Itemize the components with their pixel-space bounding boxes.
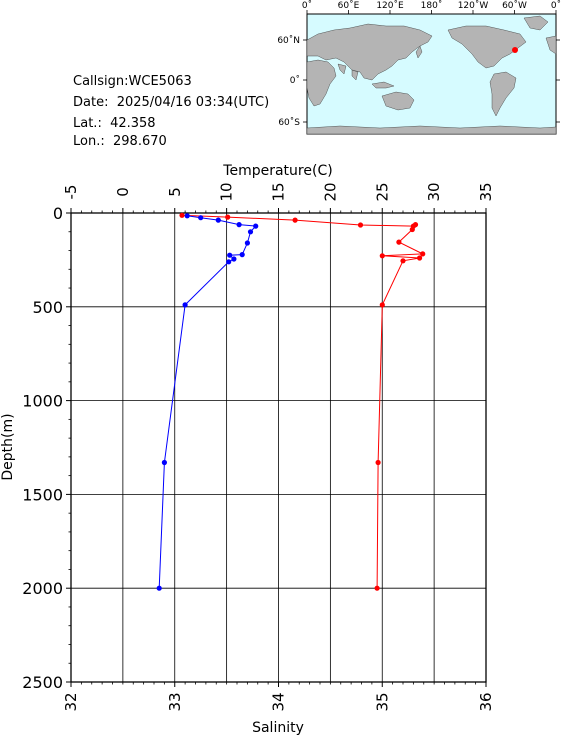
map-lon-tick-label: 0˚: [551, 0, 561, 11]
top-axis-tick-label: 10: [218, 182, 236, 201]
date-line: Date: 2025/04/16 03:34(UTC): [73, 93, 269, 112]
top-axis-tick-label: 15: [270, 182, 288, 201]
map-lon-tick-label: 60˚E: [338, 0, 360, 11]
salinity-point: [182, 302, 188, 308]
world-map: 0˚ 60˚E 120˚E 180˚ 120˚W 60˚W 0˚ 60˚N 0˚ 60˚S: [277, 0, 561, 135]
y-axis-tick-label: 0: [53, 204, 63, 223]
salinity-point: [226, 259, 232, 265]
temperature-point: [379, 302, 385, 308]
temperature-point: [409, 226, 415, 233]
salinity-point: [161, 459, 167, 466]
salinity-point: [215, 217, 221, 223]
top-axis-tick-label: 20: [321, 182, 339, 201]
temperature-point: [400, 258, 406, 264]
y-axis-tick-label: 2500: [22, 673, 63, 692]
temperature-point: [375, 459, 381, 466]
temperature-point: [396, 239, 402, 245]
salinity-point: [156, 585, 162, 591]
top-axis-tick-label: 30: [425, 182, 443, 201]
callsign-line: Callsign:WCE5063: [73, 72, 192, 91]
map-lat-tick-label: 60˚N: [277, 35, 300, 46]
top-axis-tick-label: 25: [373, 182, 391, 201]
temperature-point: [225, 214, 231, 220]
temperature-point: [420, 251, 426, 257]
y-axis-tick-label: 1500: [22, 485, 63, 504]
top-axis-tick-label: 35: [477, 182, 495, 201]
salinity-point: [236, 222, 242, 228]
bottom-axis-tick-label: 35: [373, 692, 391, 711]
bottom-axis-tick-label: 34: [270, 692, 288, 711]
date-value: 2025/04/16 03:34(UTC): [116, 95, 270, 110]
bottom-axis-tick-label: 36: [477, 692, 495, 711]
bottom-axis-tick-label: 33: [166, 692, 184, 711]
map-lon-ticks: 0˚ 60˚E 120˚E 180˚ 120˚W 60˚W 0˚: [302, 0, 561, 14]
temperature-line: [181, 214, 425, 589]
callsign-label: Callsign:: [73, 74, 129, 89]
salinity-point: [231, 256, 237, 262]
y-axis-tick-label: 1000: [22, 392, 63, 411]
salinity-point: [227, 252, 233, 258]
map-lon-tick-label: 60˚W: [502, 0, 527, 11]
salinity-point: [184, 213, 190, 219]
lon-value: 298.670: [113, 134, 167, 149]
y-axis-tick-label: 2000: [22, 579, 63, 598]
map-lon-tick-label: 180˚: [421, 0, 443, 11]
map-lon-tick-label: 0˚: [302, 0, 312, 11]
map-lon-tick-label: 120˚W: [458, 0, 489, 11]
salinity-point: [253, 223, 259, 229]
lat-value: 42.358: [110, 116, 156, 131]
salinity-point: [239, 252, 245, 258]
salinity-line: [158, 215, 257, 589]
temperature-point: [379, 253, 385, 259]
callsign-value: WCE5063: [128, 74, 192, 89]
bottom-axis-tick-label: 32: [62, 692, 80, 711]
map-lon-tick-label: 120˚E: [376, 0, 404, 11]
temperature-point: [179, 212, 185, 218]
profile-plot: -5 0 5 10 15 20 25 30 35 32 33 34 35 36 0 500 1000 1500 20…: [0, 163, 495, 736]
temperature-point: [412, 222, 419, 228]
lon-label: Lon.:: [73, 134, 105, 149]
bottom-axis-label: Salinity: [252, 720, 304, 736]
grid-lines: [70, 212, 487, 683]
map-land: [306, 15, 557, 135]
axis-ticks: -5 0 5 10 15 20 25 30 35 32 33 34 35 36 0 500 1000 1500 20…: [22, 182, 495, 711]
salinity-point: [244, 240, 250, 246]
date-label: Date:: [73, 95, 109, 110]
map-lat-ticks: 60˚N 0˚ 60˚S: [277, 35, 560, 128]
lon-line: Lon.: 298.670: [73, 132, 167, 151]
lat-line: Lat.: 42.358: [73, 114, 156, 133]
temperature-point: [374, 585, 380, 591]
series-group: [156, 212, 426, 591]
top-axis-label: Temperature(C): [222, 163, 332, 179]
y-axis-label: Depth(m): [0, 413, 16, 480]
station-marker: [512, 47, 518, 53]
y-axis-tick-label: 500: [32, 298, 63, 317]
temperature-point: [357, 222, 364, 228]
salinity-point: [198, 215, 204, 221]
map-lat-tick-label: 60˚S: [278, 117, 300, 128]
top-axis-tick-label: 0: [114, 187, 132, 197]
top-axis-tick-label: 5: [166, 187, 184, 197]
temperature-point: [417, 255, 423, 261]
lat-label: Lat.:: [73, 116, 102, 131]
salinity-point: [247, 229, 254, 235]
top-axis-tick-label: -5: [62, 185, 80, 200]
map-lat-tick-label: 0˚: [290, 75, 300, 86]
temperature-point: [292, 217, 298, 223]
